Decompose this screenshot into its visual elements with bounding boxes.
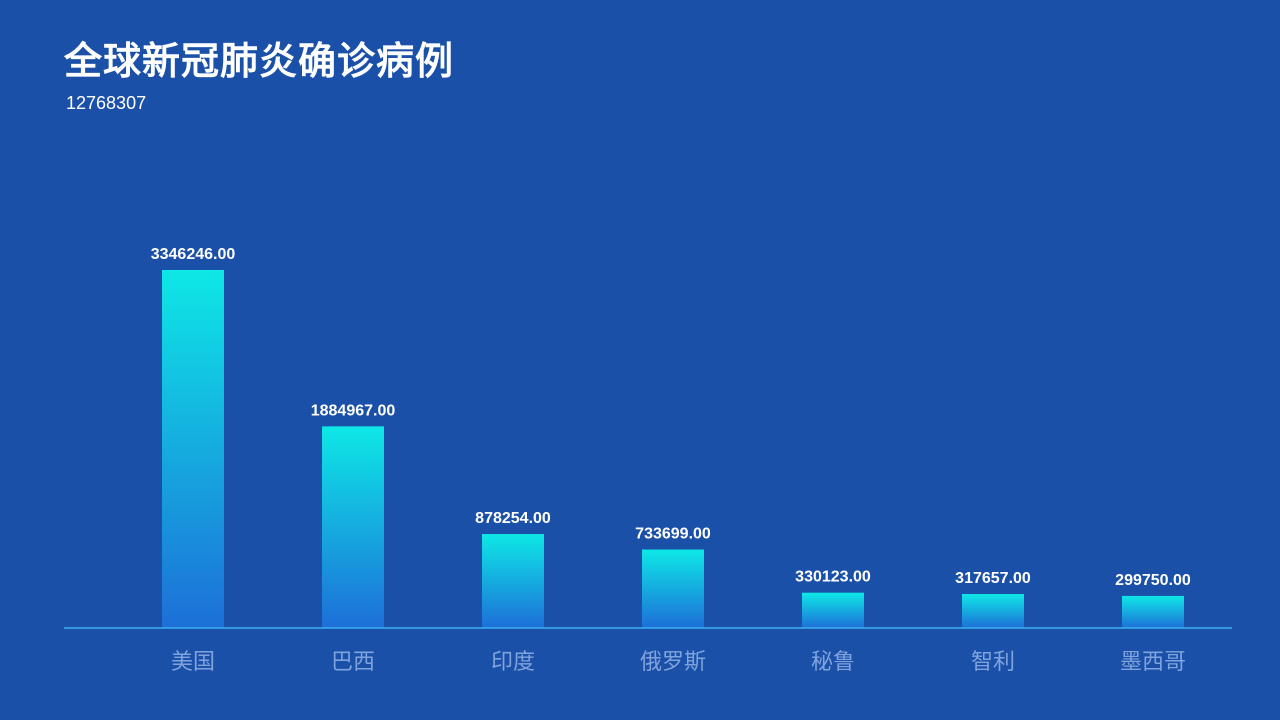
bar-2 bbox=[482, 534, 544, 628]
value-label-5: 317657.00 bbox=[955, 570, 1031, 587]
bar-3 bbox=[642, 549, 704, 628]
bar-6 bbox=[1122, 595, 1184, 628]
bar-5 bbox=[962, 594, 1024, 628]
category-label-3: 俄罗斯 bbox=[640, 650, 706, 675]
bar-4 bbox=[802, 592, 864, 628]
value-label-6: 299750.00 bbox=[1115, 572, 1191, 589]
category-label-1: 巴西 bbox=[331, 650, 375, 675]
category-label-2: 印度 bbox=[491, 650, 535, 675]
value-label-0: 3346246.00 bbox=[151, 246, 236, 263]
value-label-1: 1884967.00 bbox=[311, 402, 396, 419]
category-label-0: 美国 bbox=[171, 650, 215, 675]
category-label-5: 智利 bbox=[971, 650, 1015, 675]
category-label-6: 墨西哥 bbox=[1120, 650, 1186, 675]
bars-group bbox=[162, 270, 1184, 628]
value-labels-group: 3346246.00 1884967.00 878254.00 733699.00 33… bbox=[151, 246, 1191, 589]
value-label-2: 878254.00 bbox=[475, 510, 551, 527]
bar-1 bbox=[322, 426, 384, 628]
category-label-4: 秘鲁 bbox=[811, 650, 855, 675]
bar-0 bbox=[162, 270, 224, 628]
category-labels-group: 美国 巴西 印度 俄罗斯 秘鲁 智利 墨西哥 bbox=[171, 650, 1186, 675]
total-cases: 12768307 bbox=[66, 93, 147, 113]
value-label-4: 330123.00 bbox=[795, 569, 871, 586]
chart-title: 全球新冠肺炎确诊病例 bbox=[64, 39, 455, 83]
value-label-3: 733699.00 bbox=[635, 526, 711, 543]
